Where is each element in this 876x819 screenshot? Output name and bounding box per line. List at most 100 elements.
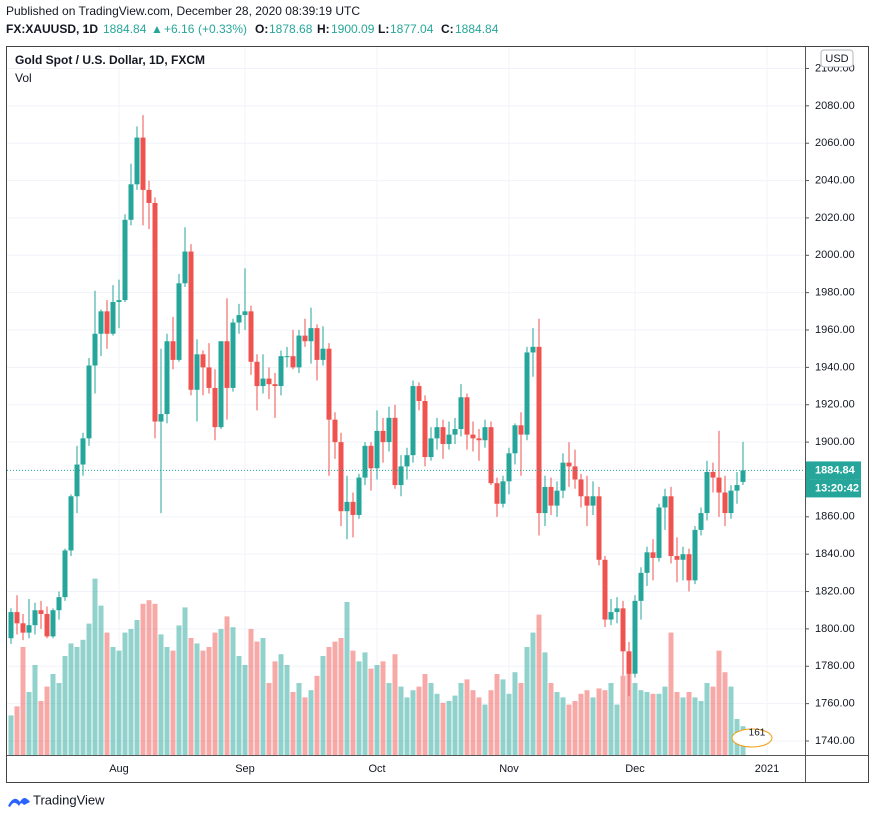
c-label: C: [441, 22, 454, 36]
candle-body [422, 401, 428, 458]
volume-bar [596, 688, 602, 755]
volume-bar [14, 706, 20, 755]
volume-bar [122, 632, 128, 755]
volume-bar [44, 686, 50, 755]
candle-body [740, 470, 746, 482]
volume-bar [476, 697, 482, 755]
candle-body [230, 322, 236, 388]
candle-body [578, 479, 584, 497]
candle-body [386, 417, 392, 443]
volume-bar [698, 701, 704, 755]
volume-bar [38, 701, 44, 755]
volume-bar [386, 683, 392, 755]
volume-bar [644, 692, 650, 755]
volume-bar [374, 665, 380, 755]
candle-body [734, 485, 740, 491]
candle-body [86, 365, 92, 439]
volume-bar [482, 704, 488, 755]
candle-body [218, 341, 224, 428]
currency-button[interactable] [820, 49, 854, 68]
candle-body [686, 554, 692, 581]
candle-body [728, 490, 734, 514]
candle-body [278, 356, 284, 387]
volume-bar [68, 643, 74, 755]
candle-body [662, 496, 668, 508]
volume-bar [728, 686, 734, 755]
volume-bar [608, 683, 614, 755]
volume-bar [272, 661, 278, 755]
y-tick-label: 1860.00 [815, 511, 855, 523]
volume-bar [500, 679, 506, 755]
candle-body [542, 486, 548, 514]
volume-bar [350, 650, 356, 755]
volume-bar [674, 692, 680, 755]
volume-bar [332, 641, 338, 755]
candle-body [464, 397, 470, 435]
currency[interactable]: USD [825, 53, 848, 65]
badge: 161 [731, 728, 773, 748]
candle-body [182, 251, 188, 284]
candle-body [572, 466, 578, 480]
volume-bar [542, 652, 548, 755]
candle-body [356, 477, 362, 515]
candle-body [44, 613, 50, 637]
candle-body [116, 300, 122, 302]
candle-body [122, 219, 128, 301]
volume-bar [524, 647, 530, 755]
candle-body [608, 612, 614, 620]
volume-bar [716, 650, 722, 755]
volume-bar [242, 665, 248, 755]
candle-body [80, 438, 86, 465]
x-tick-label: Dec [625, 763, 645, 775]
volume-bar [566, 704, 572, 755]
candle-body [170, 341, 176, 360]
volume-bar [410, 690, 416, 755]
volume-bar [704, 683, 710, 755]
candle-body [212, 387, 218, 428]
candle-body [206, 367, 212, 388]
candle-body [92, 333, 98, 366]
candle-body [446, 434, 452, 444]
chart-frame [6, 46, 869, 783]
y-tick-label: 1980.00 [815, 287, 855, 299]
y-tick-label: 2060.00 [815, 137, 855, 149]
volume-bar [338, 638, 344, 755]
candle-body [74, 464, 80, 497]
candle-body [506, 453, 512, 482]
candle-body [308, 328, 314, 342]
candle-body [62, 550, 68, 598]
candle-body [596, 496, 602, 560]
candle-body [20, 623, 26, 633]
y-tick-label: 1900.00 [815, 436, 855, 448]
volume-bar [134, 620, 140, 755]
published-line: Published on TradingView.com, December 2… [6, 4, 360, 18]
candle-body [482, 427, 488, 441]
volume-bar [230, 627, 236, 755]
candle-body [518, 425, 524, 435]
candle-body [668, 496, 674, 557]
y-tick-label: 1940.00 [815, 361, 855, 373]
volume-bar [188, 638, 194, 755]
candle-body [428, 438, 434, 458]
volume-bar [302, 697, 308, 755]
open: 1878.68 [269, 22, 313, 36]
candle-body [302, 335, 308, 342]
volume-bar [164, 647, 170, 755]
candle-body [134, 137, 140, 185]
volume-bar [314, 675, 320, 755]
candle-body [626, 651, 632, 674]
candle-body [56, 597, 62, 611]
volume-bar [128, 629, 134, 755]
y-tick-label: 1820.00 [815, 585, 855, 597]
candle-body [272, 384, 278, 387]
volume-bar [158, 634, 164, 755]
ohlc-header: FX:XAUUSD, 1D 1884.84 ▲ +6.16 (+0.33%) O… [6, 22, 499, 36]
axes: 1740.00 1760.00 1780.00 1800.00 1820.00 1840.… [7, 47, 868, 782]
volume-bar [296, 683, 302, 755]
brand: TradingView [33, 792, 105, 807]
candle-body [266, 378, 272, 385]
candle-body [314, 328, 320, 360]
candle-body [452, 429, 458, 435]
candle-body [614, 608, 620, 613]
y-tick-label: 1760.00 [815, 698, 855, 710]
